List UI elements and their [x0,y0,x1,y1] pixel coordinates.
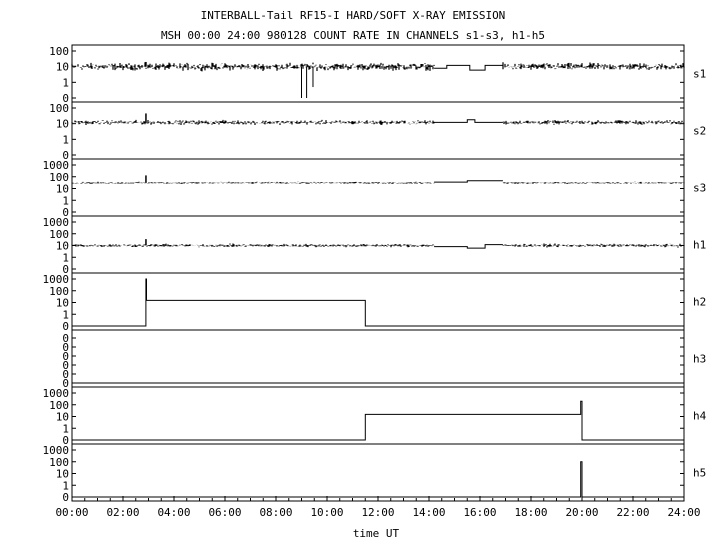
chart-subtitle: MSH 00:00 24:00 980128 COUNT RATE IN CHA… [161,29,545,42]
y-tick-label: 1000 [43,444,70,457]
x-tick-label: 24:00 [667,506,700,519]
series-step-s1 [434,64,503,71]
y-tick-label: 10 [56,183,69,196]
series-label-h4: h4 [693,410,707,423]
panel-frame [71,443,685,502]
series-step-h4 [72,400,684,441]
y-tick-label: 100 [49,228,69,241]
series-line-s1 [71,62,435,72]
panel-frame [71,158,685,217]
y-tick-label: 100 [49,285,69,298]
series-label-s1: s1 [693,68,706,81]
y-tick-label: 10 [56,468,69,481]
y-tick-label: 1000 [43,387,70,400]
y-tick-label: 0 [62,350,69,363]
series-step-s2 [434,119,503,123]
y-tick-label: 1 [62,194,69,207]
series-line-s3 [502,181,685,184]
y-tick-label: 100 [49,399,69,412]
series-step-s3 [434,180,503,183]
y-tick-label: 1 [62,422,69,435]
series-line-s2 [502,120,685,125]
series-line-h1 [71,243,435,248]
y-tick-label: 10 [56,118,69,131]
series-line-s3 [71,181,435,184]
y-tick-label: 100 [49,45,69,58]
y-tick-label: 0 [62,332,69,345]
y-tick-label: 1000 [43,216,70,229]
y-tick-label: 1000 [43,159,70,172]
y-tick-label: 10 [56,240,69,253]
y-tick-label: 0 [62,92,69,105]
y-tick-label: 0 [62,377,69,390]
panel-frame [71,386,685,445]
series-line-s2 [71,119,435,125]
x-tick-label: 16:00 [463,506,496,519]
y-tick-label: 100 [49,102,69,115]
series-line-h1 [502,243,685,248]
x-tick-label: 18:00 [514,506,547,519]
x-tick-label: 22:00 [616,506,649,519]
panel-frame [71,44,685,103]
y-tick-label: 1 [62,133,69,146]
x-tick-label: 14:00 [412,506,445,519]
panels: 1001010s11001010s210001001010s3100010010… [43,44,707,504]
x-tick-label: 20:00 [565,506,598,519]
x-tick-label: 00:00 [55,506,88,519]
y-tick-label: 10 [56,411,69,424]
chart-title: INTERBALL-Tail RF15-I HARD/SOFT X-RAY EM… [201,9,506,22]
y-tick-label: 0 [62,434,69,447]
y-tick-label: 1 [62,308,69,321]
y-tick-label: 0 [62,368,69,381]
y-tick-label: 100 [49,171,69,184]
x-tick-label: 06:00 [208,506,241,519]
panel-frame [71,101,685,160]
x-tick-label: 08:00 [259,506,292,519]
series-label-s2: s2 [693,125,706,138]
x-axis-label: time UT [353,527,400,540]
panel-frame [71,272,685,331]
y-tick-label: 0 [62,206,69,219]
x-tick-label: 04:00 [157,506,190,519]
y-tick-label: 1 [62,479,69,492]
series-step-h2 [72,278,684,327]
x-tick-label: 10:00 [310,506,343,519]
series-line-s1 [502,62,685,70]
series-label-h1: h1 [693,239,706,252]
series-step-h5 [72,461,684,498]
y-tick-label: 1000 [43,273,70,286]
y-tick-label: 0 [62,359,69,372]
panel-frame [71,329,685,388]
series-label-h5: h5 [693,467,706,480]
x-tick-label: 02:00 [106,506,139,519]
y-tick-label: 0 [62,341,69,354]
y-tick-label: 100 [49,456,69,469]
x-axis: 00:00 02:00 04:00 06:00 08:00 10:00 12:00 14:00… [55,496,701,519]
x-tick-label: 12:00 [361,506,394,519]
series-label-h2: h2 [693,296,706,309]
y-tick-label: 1 [62,251,69,264]
series-step-h1 [434,244,503,249]
y-tick-label: 0 [62,320,69,333]
y-tick-label: 0 [62,263,69,276]
y-tick-label: 10 [56,297,69,310]
series-label-s3: s3 [693,182,706,195]
y-tick-label: 10 [56,61,69,74]
series-label-h3: h3 [693,353,706,366]
y-tick-label: 0 [62,149,69,162]
y-tick-label: 0 [62,491,69,504]
y-tick-label: 1 [62,76,69,89]
